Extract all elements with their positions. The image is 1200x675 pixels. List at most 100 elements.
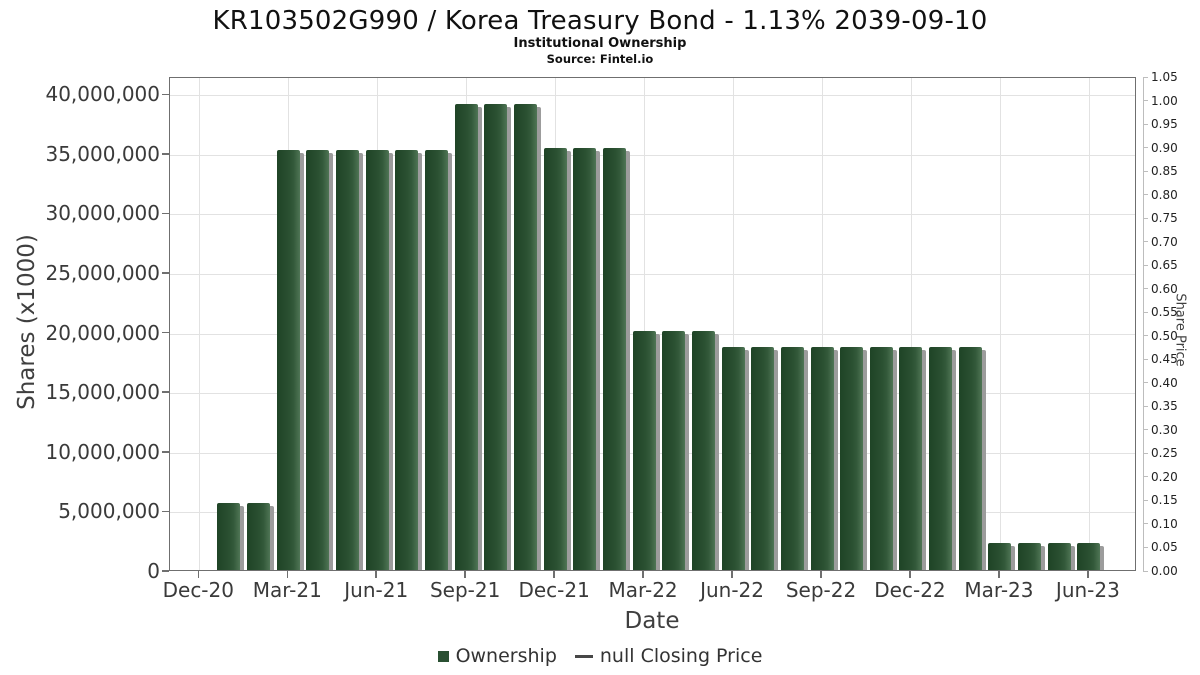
y-axis-left-tick-label: 30,000,000 xyxy=(45,201,160,226)
ownership-bar[interactable] xyxy=(988,543,1012,570)
ownership-bar[interactable] xyxy=(751,346,775,570)
x-axis-tick-label: Mar-23 xyxy=(964,578,1034,602)
y-axis-right-tick xyxy=(1143,123,1148,125)
ownership-bar[interactable] xyxy=(929,346,953,570)
line-marker-icon xyxy=(574,654,593,658)
legend-item-ownership[interactable]: Ownership xyxy=(437,645,557,667)
ownership-bar[interactable] xyxy=(217,502,241,570)
y-axis-right-tick-label: 0.15 xyxy=(1151,493,1178,508)
y-axis-right-tick xyxy=(1143,147,1148,149)
ownership-bar[interactable] xyxy=(662,331,686,570)
y-axis-right-tick xyxy=(1143,170,1148,172)
y-axis-left-tick xyxy=(162,331,169,334)
x-axis-tick-label: Jun-22 xyxy=(700,578,764,602)
ownership-bar[interactable] xyxy=(573,147,597,570)
y-axis-right-tick xyxy=(1143,476,1148,478)
ownership-bar[interactable] xyxy=(513,103,537,570)
x-axis-tick xyxy=(286,571,288,578)
y-axis-right-tick-label: 0.90 xyxy=(1151,140,1178,155)
y-axis-left-tick xyxy=(162,212,169,215)
x-axis-tick xyxy=(375,571,377,578)
ownership-bar[interactable] xyxy=(1047,543,1071,570)
x-axis-tick xyxy=(731,571,733,578)
ownership-bar[interactable] xyxy=(365,150,389,570)
legend-item-closing-price[interactable]: null Closing Price xyxy=(574,645,762,667)
plot-area xyxy=(169,77,1136,571)
y-axis-right-tick-label: 0.75 xyxy=(1151,211,1178,226)
y-axis-right-tick xyxy=(1143,288,1148,290)
x-axis-tick xyxy=(998,571,1000,578)
y-axis-right-tick-label: 1.05 xyxy=(1151,70,1178,84)
y-axis-right-tick xyxy=(1143,311,1148,313)
ownership-bar[interactable] xyxy=(1077,543,1101,570)
ownership-bar[interactable] xyxy=(276,150,300,570)
ownership-bar[interactable] xyxy=(306,150,330,570)
y-axis-right-tick xyxy=(1143,76,1148,78)
y-axis-right-tick-label: 1.00 xyxy=(1151,93,1178,108)
ownership-bar[interactable] xyxy=(869,346,893,570)
ownership-bar[interactable] xyxy=(543,147,567,570)
y-axis-right-spine xyxy=(1143,77,1144,571)
y-axis-left-tick xyxy=(162,272,169,274)
x-axis-tick xyxy=(553,571,555,578)
v-gridline xyxy=(910,78,912,570)
x-axis-tick-label: Mar-22 xyxy=(608,578,678,602)
ownership-bar[interactable] xyxy=(899,346,923,570)
ownership-bar[interactable] xyxy=(691,331,715,570)
ownership-bar[interactable] xyxy=(958,346,982,570)
legend: Ownership null Closing Price xyxy=(0,645,1200,667)
legend-label-ownership: Ownership xyxy=(455,645,557,667)
v-gridline xyxy=(644,78,646,570)
v-gridline xyxy=(822,78,824,570)
y-axis-right-tick xyxy=(1143,241,1148,243)
x-axis-tick-label: Jun-21 xyxy=(344,578,409,602)
ownership-bar[interactable] xyxy=(810,346,834,570)
y-axis-right-tick-label: 0.55 xyxy=(1151,305,1178,320)
y-axis-left-tick-label: 10,000,000 xyxy=(45,439,160,464)
x-axis-tick xyxy=(642,571,644,578)
v-gridline xyxy=(733,78,735,570)
y-axis-right-tick-label: 0.25 xyxy=(1151,446,1178,461)
v-gridline xyxy=(999,78,1001,570)
x-axis-tick-label: Sep-22 xyxy=(785,578,857,602)
y-axis-right-tick xyxy=(1143,217,1148,219)
ownership-bar[interactable] xyxy=(425,150,449,570)
x-axis-tick-label: Mar-21 xyxy=(252,578,322,602)
y-axis-title-right: Share Price xyxy=(1172,293,1188,367)
y-axis-right-tick xyxy=(1143,100,1148,102)
y-axis-left-tick-label: 15,000,000 xyxy=(45,380,160,405)
y-axis-right-tick-label: 0.00 xyxy=(1151,564,1178,578)
ownership-bar[interactable] xyxy=(721,346,745,570)
y-axis-right-tick-label: 0.10 xyxy=(1151,516,1178,531)
h-gridline xyxy=(170,154,1135,156)
y-axis-left-tick-label: 40,000,000 xyxy=(45,82,160,107)
x-axis-tick xyxy=(464,571,466,578)
y-axis-right-tick xyxy=(1143,358,1148,360)
ownership-bar[interactable] xyxy=(395,150,419,570)
y-axis-left-tick-label: 25,000,000 xyxy=(45,261,160,286)
ownership-bar[interactable] xyxy=(336,150,360,570)
y-axis-left-tick xyxy=(162,153,169,155)
y-axis-right-tick xyxy=(1143,264,1148,266)
y-axis-right-tick xyxy=(1143,429,1148,431)
ownership-bar[interactable] xyxy=(454,103,478,570)
y-axis-right-tick-label: 0.30 xyxy=(1151,422,1178,437)
ownership-bar[interactable] xyxy=(632,331,656,570)
y-axis-right-tick-label: 0.45 xyxy=(1151,352,1178,367)
y-axis-right-tick-label: 0.95 xyxy=(1151,117,1178,132)
y-axis-right-tick-label: 0.65 xyxy=(1151,258,1178,273)
y-axis-left-tick-label: 0 xyxy=(147,559,160,583)
y-axis-right-tick-label: 0.80 xyxy=(1151,187,1178,202)
v-gridline xyxy=(1088,78,1090,570)
y-axis-left-tick xyxy=(162,93,169,96)
ownership-bar[interactable] xyxy=(484,103,508,570)
y-axis-right-tick xyxy=(1143,499,1148,501)
y-axis-right-tick-label: 0.40 xyxy=(1151,375,1178,390)
ownership-bar[interactable] xyxy=(1018,543,1042,570)
ownership-bar[interactable] xyxy=(602,147,626,570)
ownership-bar[interactable] xyxy=(840,346,864,570)
x-axis-title: Date xyxy=(624,608,680,634)
ownership-bar[interactable] xyxy=(247,502,271,570)
ownership-bar[interactable] xyxy=(780,346,804,570)
y-axis-left-tick-label: 5,000,000 xyxy=(58,499,160,524)
